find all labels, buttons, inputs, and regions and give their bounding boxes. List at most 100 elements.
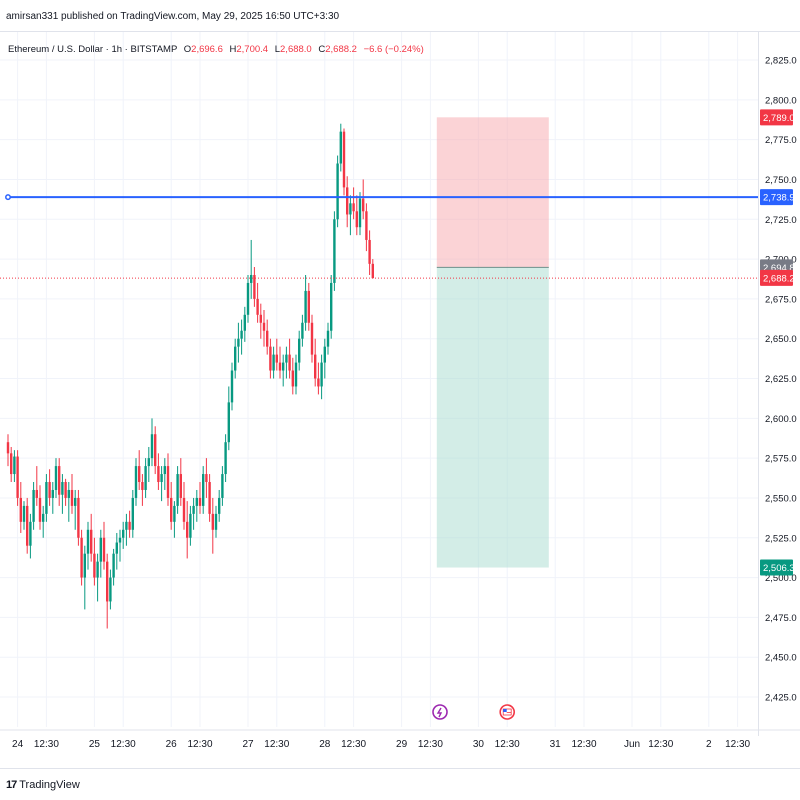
tradingview-logo-icon: 17 <box>6 779 17 791</box>
candle-body <box>48 482 51 498</box>
close-value: 2,688.2 <box>325 44 357 55</box>
candle-body <box>51 489 54 498</box>
candle-body <box>16 456 19 498</box>
x-tick-label: 12:30 <box>495 739 520 750</box>
candle-body <box>112 553 115 578</box>
y-tick-label: 2,425.0 <box>765 693 797 704</box>
candle-body <box>45 482 48 514</box>
horizontal-level-anchor[interactable] <box>5 194 11 201</box>
candle-body <box>163 466 166 475</box>
x-tick-label: 12:30 <box>111 739 136 750</box>
dividends-icon[interactable] <box>432 704 448 720</box>
candle-body <box>115 542 118 554</box>
candle-body <box>272 354 275 371</box>
candle-body <box>192 505 195 514</box>
candle-body <box>157 466 160 483</box>
candle-body <box>35 489 38 498</box>
y-tick-label: 2,625.0 <box>765 374 797 385</box>
candle-body <box>26 505 29 546</box>
candle-body <box>259 314 262 323</box>
candle-body <box>237 338 240 347</box>
candle-body <box>189 513 192 538</box>
y-tick-label: 2,800.0 <box>765 95 797 106</box>
candle-body <box>141 482 144 490</box>
candle-body <box>173 505 176 522</box>
candle-body <box>90 529 93 554</box>
tradingview-logo[interactable]: 17 TradingView <box>6 779 80 791</box>
candle-body <box>102 537 106 562</box>
candle-body <box>355 211 358 228</box>
x-tick-label: 31 <box>550 739 562 750</box>
candle-body <box>250 274 253 283</box>
y-tick-label: 2,750.0 <box>765 175 797 186</box>
candle-body <box>298 338 301 363</box>
lightning-glyph <box>436 707 443 718</box>
candle-body <box>13 456 16 475</box>
x-tick-label: 12:30 <box>34 739 59 750</box>
candle-body <box>342 131 346 188</box>
x-tick-label: 12:30 <box>264 739 289 750</box>
candle-body <box>64 482 67 498</box>
x-tick-label: 12:30 <box>725 739 750 750</box>
candle-body <box>61 482 64 495</box>
candle-body <box>99 537 102 562</box>
price-label-text: 2,738.9 <box>763 193 795 204</box>
candle-body <box>182 497 186 522</box>
candle-body <box>304 290 307 323</box>
candle-body <box>106 561 109 602</box>
candle-body <box>125 521 128 530</box>
price-label-text: 2,506.3 <box>763 563 795 574</box>
candle-body <box>371 263 374 279</box>
low-key: L <box>274 44 281 55</box>
bar-countdown: 39:16 <box>766 287 790 298</box>
price-label-box <box>760 559 793 576</box>
price-label-box <box>760 269 793 286</box>
candle-body <box>320 362 323 387</box>
candle-body <box>29 521 32 546</box>
candle-body <box>307 290 310 323</box>
candle-body <box>285 354 288 363</box>
candle-body <box>93 553 96 578</box>
top-bar: amirsan331 published on TradingView.com,… <box>0 0 800 32</box>
high-key: H <box>229 44 237 55</box>
stop-loss-zone[interactable] <box>436 117 549 268</box>
candle-body <box>333 219 336 283</box>
x-tick-label: 30 <box>473 739 485 750</box>
candle-body <box>362 198 365 212</box>
candle-body <box>138 466 141 483</box>
candle-body <box>32 489 35 522</box>
candle-body <box>70 489 74 506</box>
candle-body <box>128 521 131 530</box>
candle-body <box>147 458 150 467</box>
candle-body <box>330 282 333 331</box>
candle-body <box>195 497 198 506</box>
x-tick-label: 12:30 <box>418 739 443 750</box>
candle-body <box>176 474 179 506</box>
price-chart[interactable]: 2,425.0 2,450.0 2,475.0 2,500.0 2,525.0 2,550… <box>0 32 800 768</box>
change-value: −6.6 (−0.24%) <box>363 44 424 55</box>
close-key: C <box>318 44 326 55</box>
candle-body <box>240 330 243 339</box>
open-key: O <box>183 44 192 55</box>
y-tick-label: 2,775.0 <box>765 135 797 146</box>
y-tick-label: 2,525.0 <box>765 533 797 544</box>
y-tick-label: 2,475.0 <box>765 613 797 624</box>
candle-body <box>230 370 234 403</box>
candle-body <box>77 497 80 538</box>
x-tick-label: 12:30 <box>341 739 366 750</box>
x-tick-label: Jun <box>624 739 640 750</box>
candle-body <box>291 370 294 387</box>
candle-body <box>288 354 291 371</box>
candle-body <box>134 466 138 498</box>
candle-body <box>234 346 237 371</box>
y-tick-label: 2,725.0 <box>765 215 797 226</box>
candle-body <box>256 298 259 315</box>
take-profit-zone[interactable] <box>436 267 549 568</box>
symbol-name[interactable]: Ethereum / U.S. Dollar · 1h · BITSTAMP <box>8 44 178 55</box>
price-label-text: 2,789.0 <box>763 113 795 124</box>
candle-body <box>368 239 371 264</box>
candle-body <box>22 505 26 522</box>
candle-body <box>166 466 170 498</box>
candle-body <box>109 577 112 602</box>
publisher-info: amirsan331 published on TradingView.com,… <box>6 11 340 22</box>
